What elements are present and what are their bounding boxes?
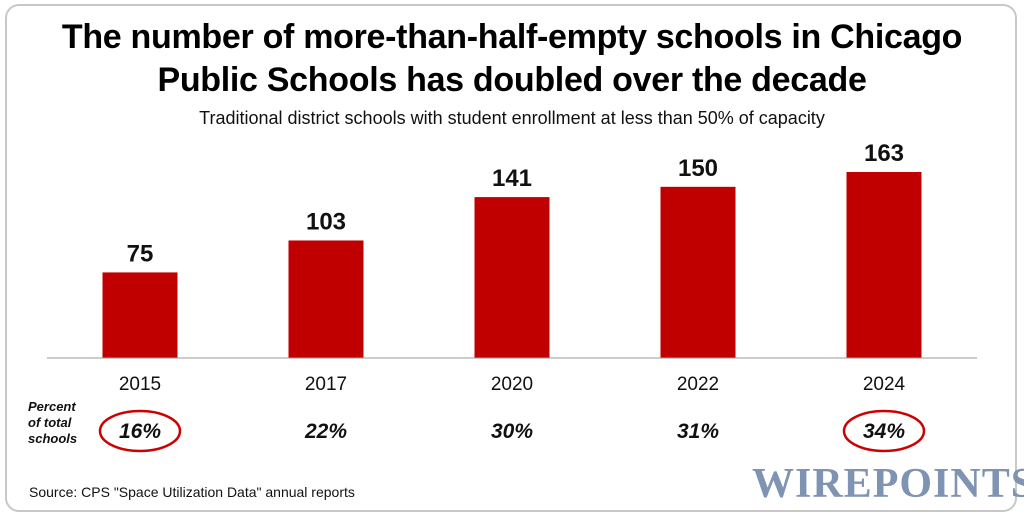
bar-value-label-2022: 150 [678,155,718,182]
bar-2017 [288,240,364,358]
x-tick-label-2017: 2017 [305,374,347,395]
bar-2015 [102,272,178,358]
bar-2022 [660,186,736,358]
percent-row-label: Percent of total schools [28,399,98,447]
source-note: Source: CPS "Space Utilization Data" ann… [29,484,355,500]
chart-title-line-2: Public Schools has doubled over the deca… [157,61,867,99]
bar-value-label-2020: 141 [492,165,532,192]
x-tick-label-2022: 2022 [677,374,719,395]
wirepoints-logo: WIREPOINTS [752,461,1024,507]
x-tick-label-2024: 2024 [863,374,906,395]
bar-value-label-2017: 103 [306,208,346,235]
bar-value-label-2024: 163 [864,140,904,167]
percent-row-label-line-1: Percent [28,399,76,414]
bar-2020 [474,197,550,358]
chart-title-line-1: The number of more-than-half-empty schoo… [61,18,963,56]
percent-value-2020: 30% [491,420,533,443]
x-tick-label-2020: 2020 [491,374,533,395]
highlight-circle-2015 [98,409,182,453]
percent-row-label-line-2: of total [28,415,72,430]
bar-value-label-2015: 75 [127,240,154,267]
percent-row-label-line-3: schools [28,431,78,446]
chart-title: The number of more-than-half-empty schoo… [0,16,1024,102]
percent-value-2024: 34% [863,420,905,443]
percent-value-2022: 31% [677,420,719,443]
percent-value-2017: 22% [304,420,347,443]
chart-subtitle: Traditional district schools with studen… [199,108,825,128]
highlight-circle-2024 [842,409,926,453]
x-tick-label-2015: 2015 [119,374,161,395]
percent-value-2015: 16% [119,420,161,443]
bar-2024 [846,172,922,358]
